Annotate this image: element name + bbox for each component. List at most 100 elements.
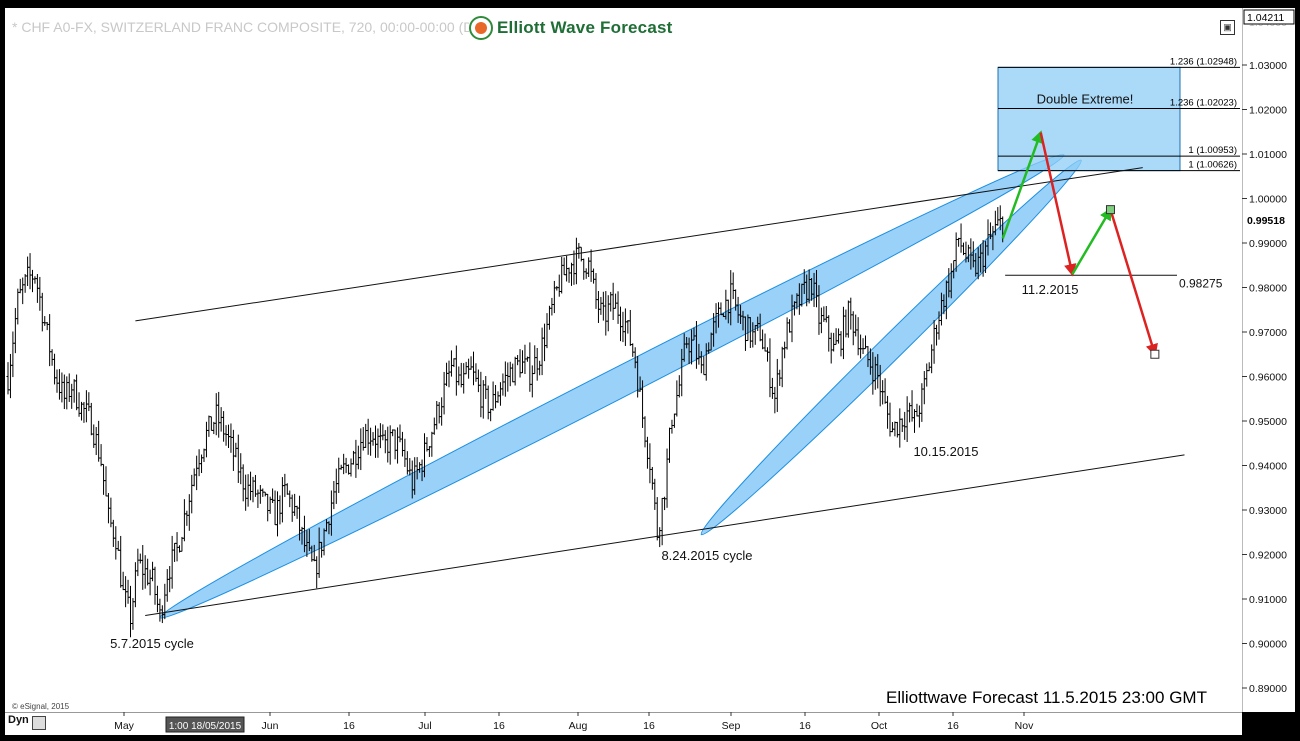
price-bar xyxy=(932,320,936,364)
symbol-title: * CHF A0-FX, SWITZERLAND FRANC COMPOSITE… xyxy=(12,19,489,35)
price-bar xyxy=(518,349,522,378)
price-bar xyxy=(26,256,30,286)
date-annotation: 10.15.2015 xyxy=(913,444,978,459)
price-bar xyxy=(366,418,370,455)
price-bar xyxy=(65,376,69,410)
price-bar xyxy=(224,425,228,446)
price-bar xyxy=(396,427,400,464)
price-bar xyxy=(116,540,120,551)
price-bar xyxy=(494,385,498,409)
price-bar xyxy=(677,375,681,398)
price-bar xyxy=(16,288,20,325)
price-bar xyxy=(996,207,1000,226)
price-bar xyxy=(209,416,213,431)
price-bar xyxy=(121,571,125,591)
price-bar xyxy=(114,526,118,560)
price-bar xyxy=(854,314,858,337)
price-bar xyxy=(170,535,174,589)
price-bar xyxy=(766,347,769,362)
price-bar xyxy=(70,383,74,409)
price-bar xyxy=(547,305,551,330)
price-bar xyxy=(271,488,275,504)
price-bar xyxy=(596,291,600,323)
wave-channel-ellipse-1 xyxy=(159,154,1065,619)
price-bar xyxy=(334,468,338,504)
price-bar xyxy=(258,485,262,504)
price-bar xyxy=(374,425,377,458)
fib-label: 1 (1.00953) xyxy=(1188,145,1237,156)
price-bar xyxy=(202,448,206,463)
y-tick-label: 0.90000 xyxy=(1249,639,1287,651)
price-bar xyxy=(533,345,537,375)
price-bar xyxy=(570,262,573,286)
price-bar xyxy=(278,495,282,525)
price-bar xyxy=(530,365,534,398)
price-bar xyxy=(43,316,47,326)
price-bar xyxy=(489,408,493,422)
price-bar xyxy=(72,379,76,403)
price-bar xyxy=(180,536,184,552)
y-tick-label: 0.98000 xyxy=(1249,283,1287,295)
channel-lower-line xyxy=(145,454,1185,616)
price-bar xyxy=(276,491,279,537)
price-bar xyxy=(550,297,554,316)
price-bar xyxy=(148,569,152,596)
price-bar xyxy=(731,272,735,300)
x-tick-label: 16 xyxy=(493,720,505,732)
price-bar xyxy=(935,324,939,346)
maximize-icon[interactable]: ▣ xyxy=(1220,20,1235,35)
price-bar xyxy=(898,408,902,448)
price-bar xyxy=(452,358,456,368)
price-bar xyxy=(445,362,449,387)
price-bar xyxy=(38,276,42,311)
price-bar xyxy=(903,411,907,440)
price-bar xyxy=(217,391,221,438)
price-bar xyxy=(501,373,505,396)
price-bar xyxy=(273,490,277,526)
price-bar xyxy=(437,402,441,424)
price-bar xyxy=(21,277,25,305)
price-bar xyxy=(915,403,919,417)
price-bar xyxy=(337,457,341,494)
price-bar xyxy=(55,369,59,393)
price-axis[interactable] xyxy=(1242,8,1295,712)
price-bar xyxy=(650,466,654,490)
forecast-timestamp: Elliottwave Forecast 11.5.2015 23:00 GMT xyxy=(886,688,1207,707)
y-tick-label: 1.01000 xyxy=(1249,149,1287,161)
price-bar xyxy=(182,499,186,542)
price-bar xyxy=(143,555,147,589)
price-bar xyxy=(283,473,287,498)
price-bar xyxy=(151,561,155,582)
price-bar xyxy=(668,427,671,463)
price-bar xyxy=(457,366,461,386)
price-bar xyxy=(768,338,772,398)
price-bar xyxy=(859,334,863,359)
session-icon[interactable] xyxy=(32,716,46,730)
x-tick-label: Aug xyxy=(569,720,588,732)
price-bar xyxy=(619,306,622,342)
x-tick-label: 16 xyxy=(343,720,355,732)
price-bar xyxy=(256,489,260,508)
price-bar xyxy=(462,363,466,394)
double-extreme-box xyxy=(997,66,1181,172)
price-bar xyxy=(400,431,404,457)
price-bar xyxy=(611,282,615,320)
price-bar xyxy=(219,407,223,432)
price-bar xyxy=(479,371,483,418)
x-tick-label: Jun xyxy=(262,720,279,732)
price-bar xyxy=(239,453,243,485)
time-axis[interactable] xyxy=(5,712,1242,735)
price-bar xyxy=(557,274,561,297)
dyn-label[interactable]: Dyn xyxy=(8,714,29,726)
price-bar xyxy=(349,458,353,477)
price-bar xyxy=(315,556,319,589)
price-bar xyxy=(146,558,150,586)
price-bar xyxy=(486,385,490,420)
price-bar xyxy=(829,332,833,364)
price-bar xyxy=(84,390,88,423)
price-bar xyxy=(484,376,488,399)
price-bar xyxy=(846,300,850,338)
y-tick-label: 1.02000 xyxy=(1249,105,1287,117)
price-bar xyxy=(886,395,890,429)
